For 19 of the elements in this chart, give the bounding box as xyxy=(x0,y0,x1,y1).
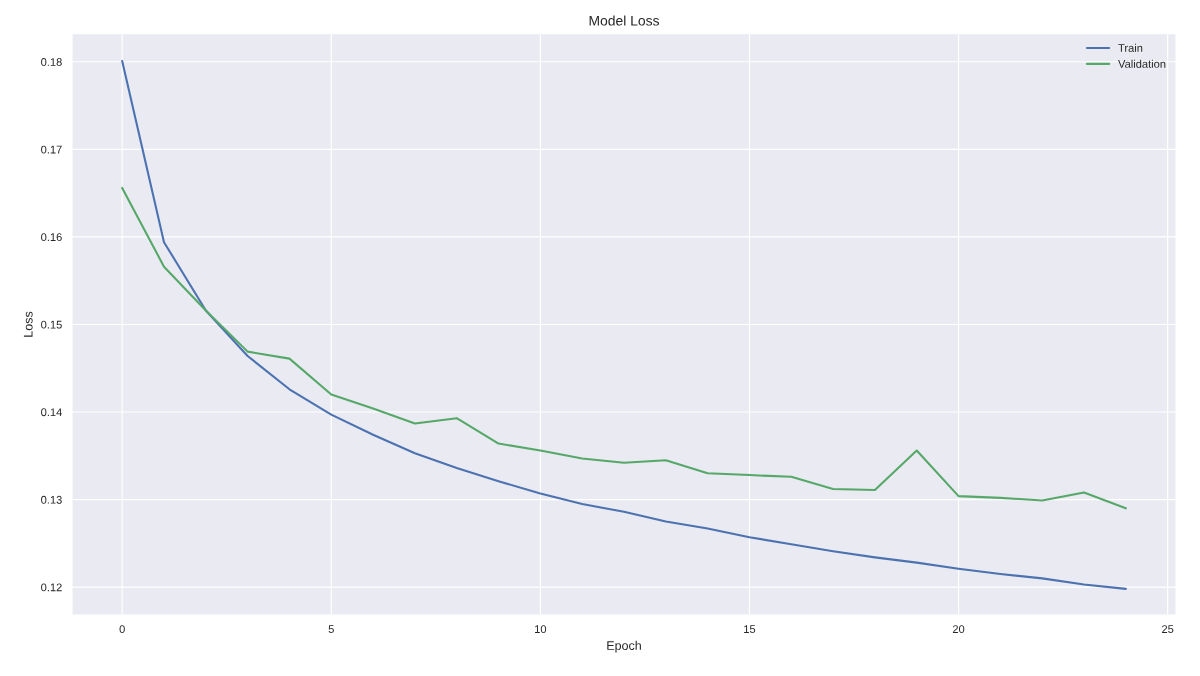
chart-title: Model Loss xyxy=(589,15,660,26)
y-axis-title: Loss xyxy=(23,311,33,337)
x-tick-label: 25 xyxy=(1162,625,1174,634)
y-tick-label: 0.12 xyxy=(41,583,62,592)
x-tick-label: 0 xyxy=(119,625,125,634)
x-tick-label: 10 xyxy=(535,625,547,634)
y-tick-label: 0.16 xyxy=(41,233,62,242)
legend-label: Validation xyxy=(1118,59,1166,68)
line-series xyxy=(121,186,1127,510)
y-tick-label: 0.13 xyxy=(41,495,62,504)
x-tick-label: 20 xyxy=(952,625,965,634)
y-tick-label: 0.17 xyxy=(41,145,62,154)
y-tick-label: 0.18 xyxy=(41,58,62,66)
x-tick-label: 5 xyxy=(328,625,334,634)
legend-label: Train xyxy=(1118,43,1143,52)
y-tick-label: 0.15 xyxy=(41,320,62,329)
x-axis-title: Epoch xyxy=(607,640,641,653)
y-tick-label: 0.14 xyxy=(41,408,62,417)
x-tick-label: 15 xyxy=(744,625,756,634)
